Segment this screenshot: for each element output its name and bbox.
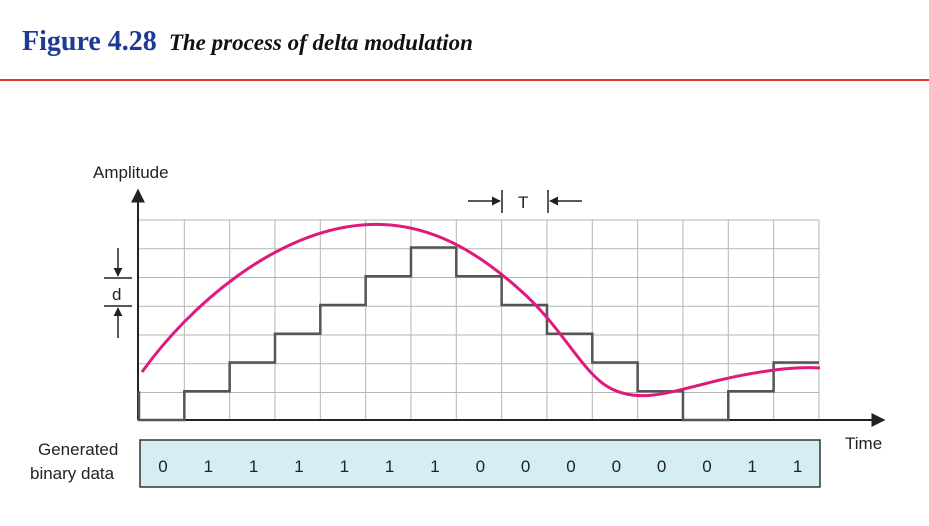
binary-bit: 1 (793, 457, 802, 476)
binary-bit: 0 (612, 457, 621, 476)
binary-bit: 1 (430, 457, 439, 476)
binary-bit: 0 (158, 457, 167, 476)
binary-label-line1: Generated (38, 440, 118, 459)
x-axis-label: Time (845, 434, 882, 453)
binary-bits: 0 1 1 1 1 1 1 0 0 0 0 0 0 1 1 (158, 457, 802, 476)
sampling-period-indicator: T (468, 190, 582, 213)
binary-bit: 0 (521, 457, 530, 476)
binary-data-box (139, 439, 821, 488)
binary-bit: 1 (249, 457, 258, 476)
binary-label-line2: binary data (30, 464, 115, 483)
binary-bit: 1 (340, 457, 349, 476)
binary-bit: 1 (748, 457, 757, 476)
figure-caption: The process of delta modulation (168, 30, 473, 55)
grid (139, 219, 820, 420)
binary-bit: 1 (204, 457, 213, 476)
analog-signal-curve (140, 222, 821, 398)
step-size-label: d (112, 285, 121, 304)
figure-number: Figure 4.28 (22, 26, 157, 57)
step-size-indicator: d (104, 248, 132, 338)
staircase-approximation (137, 246, 819, 422)
binary-bit: 0 (476, 457, 485, 476)
binary-bit: 0 (566, 457, 575, 476)
title-divider (0, 79, 929, 81)
figure-title: Figure 4.28 The process of delta modulati… (22, 26, 473, 58)
y-axis-label: Amplitude (93, 163, 169, 182)
binary-bit: 1 (294, 457, 303, 476)
binary-bit: 0 (657, 457, 666, 476)
binary-bit: 0 (702, 457, 711, 476)
sampling-period-label: T (518, 193, 528, 212)
binary-bit: 1 (385, 457, 394, 476)
